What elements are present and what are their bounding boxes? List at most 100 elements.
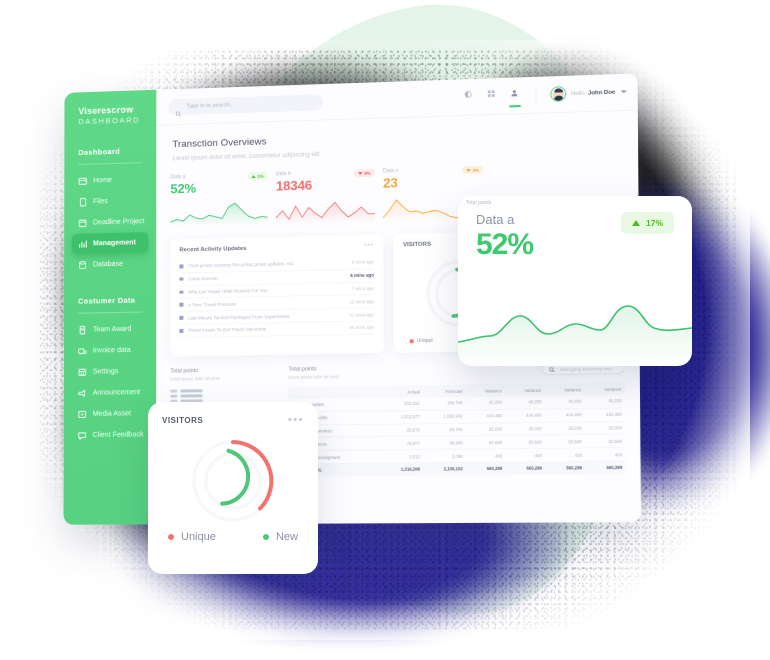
column-header[interactable]: Variance: [584, 382, 625, 396]
stat-value: 18346: [275, 177, 312, 194]
cell: 40,250: [544, 395, 585, 409]
invoice-icon: [78, 346, 87, 355]
sidebar-item-label: Media Asset: [92, 409, 132, 418]
sparkline-data-b: [276, 196, 375, 225]
card-title: VISITORS: [402, 241, 432, 249]
settings-icon: [78, 367, 87, 376]
legend-dot-unique: [409, 339, 414, 344]
activity-text: Carrie Duncan: [187, 275, 219, 282]
status-badge: 4%: [462, 165, 484, 175]
topbar-divider: [535, 85, 537, 105]
floating-visitors-card: VISITORS ••• Unique New: [148, 402, 318, 574]
bullet-icon: [179, 316, 183, 320]
stat-card-data-a[interactable]: Data a 52% 1%: [170, 171, 268, 228]
cell: 93,700: [422, 422, 466, 437]
greeting-text: Hello, John Doe: [571, 89, 615, 97]
chevron-down-icon[interactable]: [620, 90, 627, 94]
sidebar-item-settings[interactable]: Settings: [72, 361, 148, 382]
contrast-icon[interactable]: [461, 87, 475, 108]
sidebar-item-database[interactable]: Database: [72, 253, 148, 275]
sparkline-data-a: [170, 199, 268, 228]
dashboard-window: Viserescrow DASHBOARD Dashboard Home Fil…: [63, 73, 641, 525]
award-icon: [78, 325, 87, 334]
stat-label: Data a: [170, 173, 186, 181]
total-points-overlay-label: Total points: [466, 200, 492, 206]
sidebar-item-deadline-project[interactable]: Deadline Project: [72, 211, 148, 233]
status-badge: 17%: [620, 212, 674, 234]
sidebar-item-invoice-data[interactable]: Invoice data: [72, 340, 148, 361]
card-title: Total points: [288, 366, 317, 373]
main-content: Type in to search.. Hello, John Doe Tran…: [155, 73, 641, 525]
stat-label: Data b: [275, 170, 291, 178]
floating-card-value: 52%: [476, 228, 534, 261]
card-title: VISITORS: [162, 416, 204, 425]
legend-key: [170, 389, 178, 393]
files-icon: [78, 197, 87, 207]
cell: 1,080,900: [422, 409, 466, 424]
grid-icon[interactable]: [485, 86, 499, 107]
bullet-icon: [179, 277, 183, 282]
search-icon: [175, 103, 181, 116]
total-points-table-card: Total points lorem ipsum dolor sit amet …: [288, 361, 626, 477]
bullet-icon: [179, 303, 183, 307]
status-badge: 9%: [353, 168, 375, 178]
stat-card-data-c[interactable]: Data c 23 4%: [383, 165, 484, 223]
stat-card-data-b[interactable]: Data b 18346 9%: [275, 168, 375, 225]
list-item[interactable]: Travel Keeps To Get Travel Discounts 46 …: [179, 321, 375, 338]
cell: 199,700: [422, 396, 466, 411]
legend-label: New: [275, 531, 298, 543]
cell: 50,500: [505, 435, 546, 449]
feedback-icon: [78, 430, 87, 439]
sidebar-item-label: Deadline Project: [93, 217, 145, 226]
column-header[interactable]: Actual: [380, 385, 423, 399]
column-header[interactable]: Variance: [544, 382, 585, 396]
activity-time: 46 mins ago: [349, 324, 375, 331]
cell: 2,098: [423, 449, 466, 463]
column-header[interactable]: Variance: [505, 383, 545, 397]
search-input[interactable]: Type in to search..: [168, 93, 323, 116]
app-logo[interactable]: Viserescrow DASHBOARD: [64, 104, 156, 127]
legend-item-new: New: [262, 531, 298, 543]
column-header[interactable]: Variance: [465, 384, 506, 397]
sidebar-item-management[interactable]: Management: [72, 232, 149, 254]
legend-key: [170, 394, 178, 398]
legend-value-bar: [180, 394, 203, 398]
cell: 50,500: [545, 434, 586, 449]
sidebar-item-files[interactable]: Files: [72, 190, 148, 212]
cell: 560,289: [585, 461, 626, 475]
activity-text: Travel Keeps To Get Travel Discounts: [187, 326, 267, 334]
stat-value: 52%: [170, 180, 197, 197]
stat-card-row: Data a 52% 1%: [156, 149, 638, 228]
sidebar-item-team-award[interactable]: Team Award: [72, 318, 148, 339]
cell: 2,013: [380, 449, 424, 464]
visitors-legend: Unique New: [162, 531, 304, 543]
card-menu-icon[interactable]: •••: [364, 242, 374, 250]
cell: 560,289: [505, 461, 546, 475]
sparkline-data-c: [383, 193, 484, 223]
user-badge-icon[interactable]: [508, 85, 522, 106]
user-menu[interactable]: Hello, John Doe: [549, 84, 627, 103]
legend-bar-row: [170, 393, 278, 398]
legend-item-unique: Unique: [168, 531, 216, 543]
sidebar-item-home[interactable]: Home: [72, 169, 148, 191]
floating-data-card: Data a 52% 17%: [458, 196, 692, 366]
cell: 98,900: [422, 435, 466, 450]
sidebar-item-media-asset[interactable]: Media Asset: [72, 403, 148, 424]
sidebar-item-label: Management: [93, 238, 136, 247]
sidebar-group-costumer-data: Costumer Data: [77, 295, 136, 306]
sidebar-item-client-feedback[interactable]: Client Feedback: [72, 424, 148, 445]
column-header[interactable]: Forecast: [422, 384, 466, 398]
visitors-donut-chart: [174, 431, 292, 531]
cell: 434,480: [584, 407, 626, 422]
column-header[interactable]: [288, 385, 381, 400]
cell: 25,030: [505, 421, 546, 436]
cell: 50,500: [465, 435, 506, 450]
sidebar-item-label: Announcement: [92, 388, 141, 397]
activity-time: 7 mins ago: [351, 285, 375, 292]
bullet-icon: [179, 328, 183, 333]
sidebar-item-announcement[interactable]: Announcement: [72, 382, 148, 403]
status-badge: 1%: [247, 171, 268, 181]
card-menu-icon[interactable]: •••: [287, 414, 304, 426]
badge-value: 17%: [645, 218, 663, 228]
legend-label: Unique: [181, 531, 216, 543]
